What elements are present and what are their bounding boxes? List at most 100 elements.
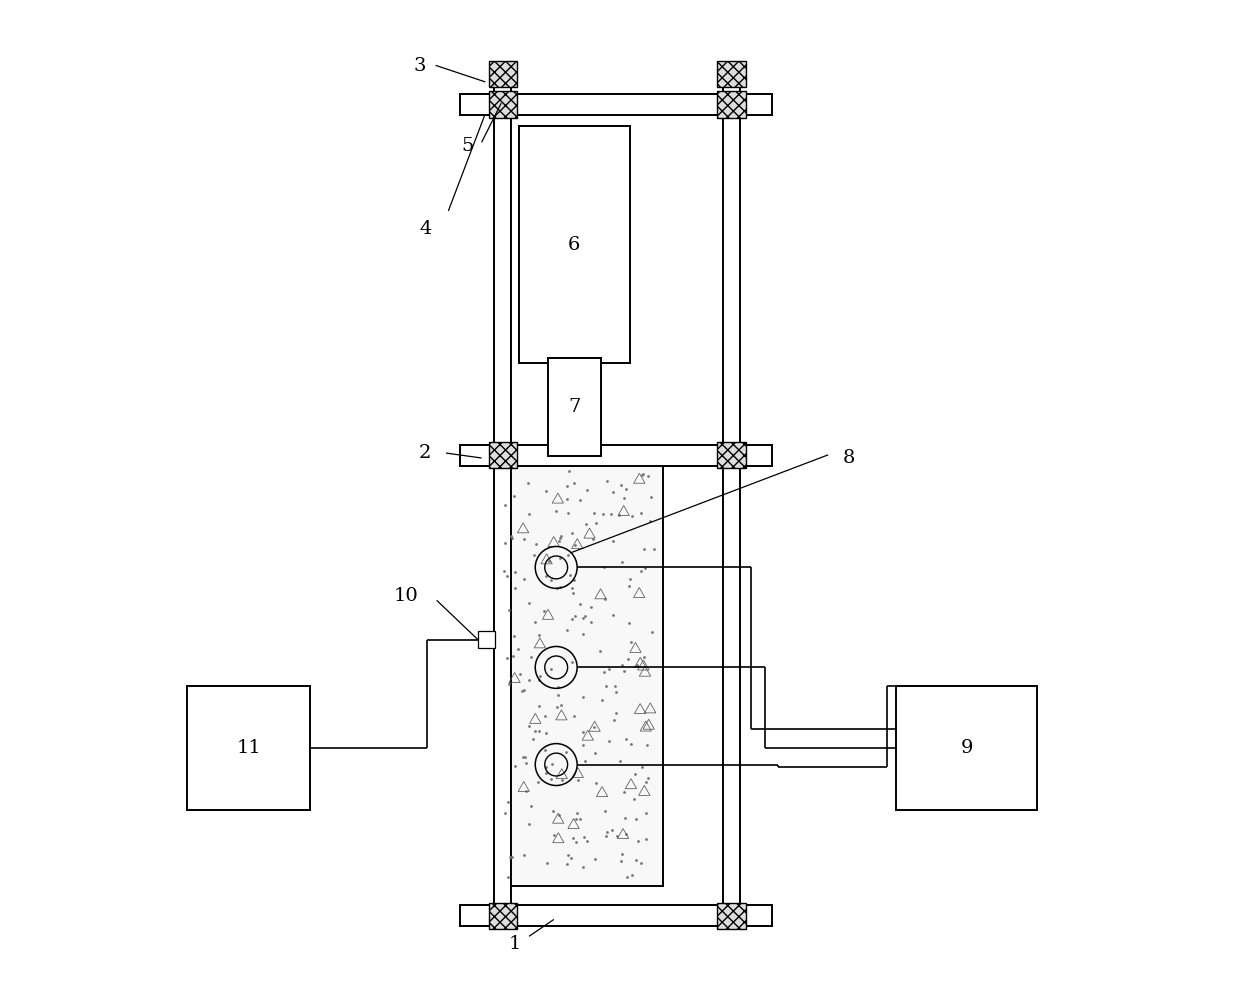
Point — [517, 755, 537, 771]
Bar — [489, 91, 517, 118]
Bar — [723, 62, 740, 930]
Point — [536, 765, 556, 781]
Point — [520, 595, 539, 611]
Point — [503, 628, 523, 644]
Point — [582, 599, 601, 615]
Point — [512, 682, 532, 698]
Point — [603, 533, 622, 549]
Point — [508, 642, 528, 658]
Point — [525, 614, 544, 630]
Point — [636, 831, 656, 847]
Point — [515, 682, 534, 698]
Point — [544, 826, 564, 842]
Point — [564, 475, 584, 491]
Point — [615, 664, 635, 680]
Point — [505, 488, 525, 504]
Point — [557, 856, 577, 872]
Point — [615, 480, 635, 496]
Bar — [717, 903, 745, 930]
Point — [496, 806, 516, 821]
Point — [520, 815, 539, 831]
Point — [619, 577, 639, 593]
Point — [616, 731, 636, 747]
Point — [599, 662, 619, 678]
Point — [548, 807, 568, 823]
Point — [570, 492, 590, 508]
Point — [551, 550, 570, 565]
Point — [642, 624, 662, 640]
Point — [606, 683, 626, 699]
Point — [596, 473, 616, 489]
Text: 11: 11 — [237, 739, 260, 757]
Point — [501, 528, 521, 544]
Point — [639, 468, 658, 484]
Point — [626, 810, 646, 826]
Point — [611, 657, 631, 673]
Point — [560, 566, 580, 582]
Point — [500, 849, 520, 865]
Point — [529, 697, 549, 713]
Point — [605, 679, 625, 694]
Point — [575, 753, 595, 769]
Bar — [460, 94, 773, 115]
Point — [573, 737, 593, 753]
Text: 6: 6 — [568, 235, 580, 254]
Point — [495, 535, 515, 551]
Point — [558, 622, 578, 638]
Point — [577, 833, 596, 849]
Point — [528, 673, 548, 688]
Point — [515, 749, 534, 765]
Point — [558, 847, 578, 863]
Point — [562, 655, 582, 671]
Point — [596, 827, 616, 843]
Bar — [489, 903, 517, 930]
Point — [542, 756, 562, 772]
Bar — [717, 441, 745, 468]
Point — [584, 719, 604, 735]
Point — [548, 580, 568, 596]
Point — [626, 657, 646, 673]
Point — [548, 679, 568, 694]
Point — [536, 742, 556, 758]
Point — [619, 651, 639, 667]
Point — [564, 537, 584, 553]
Point — [565, 833, 585, 849]
Point — [563, 585, 583, 601]
Point — [521, 649, 541, 665]
Point — [580, 614, 600, 630]
Point — [515, 570, 534, 586]
Point — [631, 467, 651, 483]
Point — [498, 677, 518, 692]
Point — [575, 608, 595, 624]
Point — [505, 580, 525, 596]
Bar — [897, 686, 1037, 810]
Point — [624, 791, 644, 806]
Point — [637, 737, 657, 753]
Point — [593, 692, 613, 708]
Point — [536, 483, 556, 499]
Point — [558, 547, 578, 562]
Text: 7: 7 — [568, 398, 580, 416]
Point — [547, 698, 567, 714]
Point — [629, 833, 649, 849]
Point — [520, 718, 539, 734]
Point — [534, 603, 554, 619]
Point — [631, 562, 651, 578]
Point — [528, 774, 548, 790]
Point — [569, 810, 589, 826]
Bar — [489, 61, 517, 87]
Point — [634, 541, 653, 557]
Point — [497, 568, 517, 584]
Point — [541, 571, 560, 587]
Point — [584, 505, 604, 521]
Point — [518, 673, 538, 688]
Point — [537, 568, 557, 584]
Point — [497, 794, 517, 809]
Point — [610, 753, 630, 769]
Point — [601, 506, 621, 522]
Point — [558, 505, 578, 521]
Point — [536, 759, 556, 775]
Point — [529, 723, 549, 739]
Point — [615, 785, 635, 801]
Text: 10: 10 — [393, 587, 418, 605]
